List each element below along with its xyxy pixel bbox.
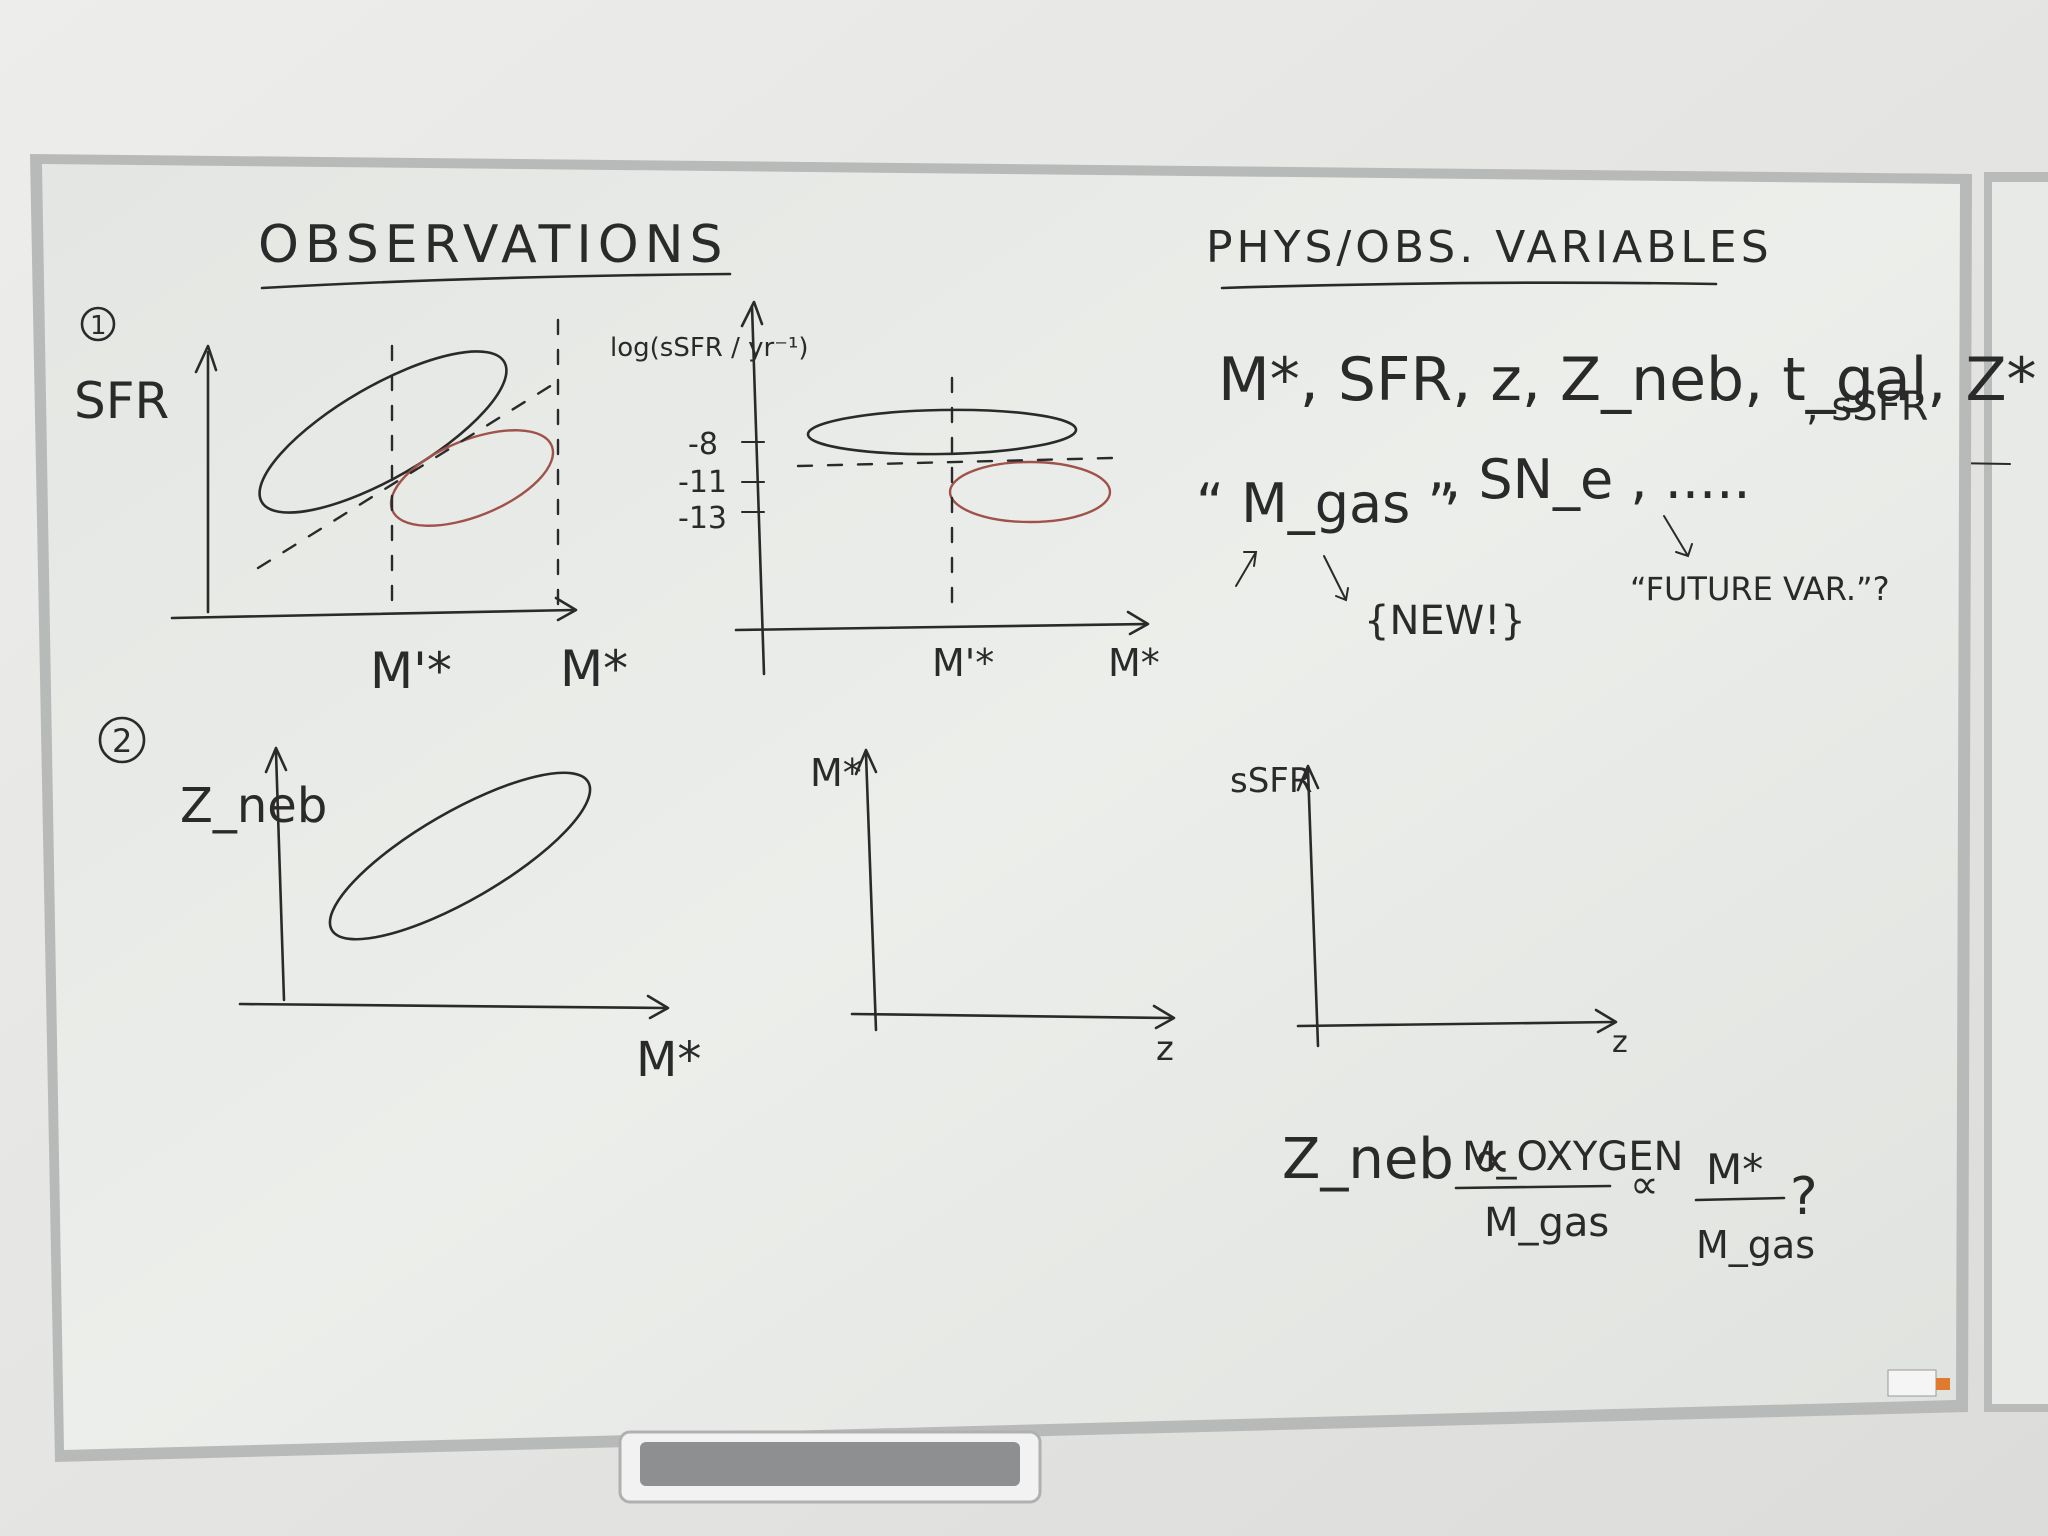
panel1-right-xlabel: M* xyxy=(1108,641,1160,685)
panel1-left-x-arrow xyxy=(554,596,578,622)
variables-sn: , SN_e , ..... xyxy=(1444,448,1751,511)
panel2-plot-b-x-axis xyxy=(850,1012,1174,1020)
panel1-right-tick-2: -11 xyxy=(678,465,727,500)
equation-frac2-den: M_gas xyxy=(1696,1223,1815,1267)
adjacent-board xyxy=(1992,182,2048,1404)
variables-future-label: “FUTURE VAR.”? xyxy=(1630,570,1890,608)
variables-future-arrow xyxy=(1663,515,1693,558)
equation-lhs: Z_neb ∝ xyxy=(1282,1127,1512,1192)
panel1-number-circle xyxy=(80,306,116,342)
panel1-left-y-arrow xyxy=(194,344,218,374)
panel2-plot-c: sSFR z xyxy=(1230,761,1628,1060)
heading-variables-underline xyxy=(1220,281,1718,290)
variables-m-gas-arrow-left xyxy=(1235,551,1258,587)
panel1-right-ylabel: log(sSFR / yr⁻¹) xyxy=(610,333,809,363)
panel1-right-hline xyxy=(796,456,1114,468)
panel1-right-tick-3: -13 xyxy=(678,501,727,536)
panel2-plot-c-y-axis xyxy=(1306,768,1320,1048)
panel1-right-x-axis xyxy=(734,622,1148,632)
panel2-plot-c-x-arrow xyxy=(1594,1008,1618,1034)
panel2-plot-b-y-axis xyxy=(864,752,878,1032)
variables-m-gas: “ M_gas ” xyxy=(1196,472,1455,535)
heading-phys-obs-variables: PHYS/OBS. VARIABLES xyxy=(1206,222,1773,273)
panel1-right-red-ellipse xyxy=(948,460,1112,524)
panel1-right-y-arrow xyxy=(740,300,764,328)
panel2-plot-a: Z_neb M* xyxy=(180,746,701,1088)
equation-frac2-num: M* xyxy=(1706,1145,1763,1194)
panel1-left-x-axis xyxy=(170,608,576,620)
panel2-plot-c-y-arrow xyxy=(1296,764,1320,792)
variables-m-gas-arrow-down xyxy=(1323,555,1349,602)
pen-tray-inner xyxy=(640,1442,1020,1486)
panel2-plot-a-y-axis xyxy=(274,750,286,1002)
panel2-plot-b-x-arrow xyxy=(1152,1004,1176,1030)
panel2-plot-c-xlabel: z xyxy=(1612,1025,1628,1060)
heading-observations: OBSERVATIONS xyxy=(258,215,729,275)
panel1-right-yticks xyxy=(741,441,765,513)
panel1-right-y-axis xyxy=(750,304,766,676)
panel2-plot-c-x-axis xyxy=(1296,1020,1616,1028)
equation-frac1-den: M_gas xyxy=(1484,1200,1609,1246)
panel1-right-xtick: M'* xyxy=(932,641,994,685)
panel2-plot-a-ellipse xyxy=(328,771,592,941)
panel1-left-ylabel: SFR xyxy=(74,372,169,430)
panel1-right-black-ellipse xyxy=(806,408,1078,456)
panel2-plot-a-x-arrow xyxy=(646,994,670,1020)
panel2-plot-b-ylabel: M* xyxy=(810,751,862,795)
panel1-right-x-arrow xyxy=(1126,610,1150,636)
panel1-left-xlabel: M* xyxy=(560,640,628,698)
equation-prop: ∝ xyxy=(1630,1162,1659,1208)
variables-line1: M*, SFR, z, Z_neb, t_gal, Z* xyxy=(1218,345,2037,415)
panel1-left-plot: SFR M'* M* xyxy=(74,318,628,700)
board-label-sticker xyxy=(1887,1369,1937,1397)
panel2-plot-a-xlabel: M* xyxy=(636,1032,701,1088)
equation-frac1-num: M_OXYGEN xyxy=(1462,1134,1683,1180)
equation: Z_neb ∝ M_OXYGEN M_gas ∝ M* M_gas ? xyxy=(1282,1127,1818,1267)
panel1-right-tick-1: -8 xyxy=(688,427,718,462)
panel1-left-black-ellipse xyxy=(258,350,508,514)
variables-line1-ssfr: , sSFR xyxy=(1806,384,1928,430)
panel2-plot-c-ylabel: sSFR xyxy=(1230,761,1312,801)
board-surface xyxy=(42,164,1960,1450)
board-label-orange xyxy=(1936,1378,1950,1390)
panel2-plot-a-ylabel: Z_neb xyxy=(180,778,327,834)
panel2-plot-a-y-arrow xyxy=(264,746,288,774)
panel2-plot-a-x-axis xyxy=(238,1002,668,1010)
panel1-left-xtick: M'* xyxy=(370,642,452,700)
equation-tail: ? xyxy=(1790,1167,1818,1227)
panel2-number-circle xyxy=(98,716,146,764)
panel2-plot-b-xlabel: z xyxy=(1156,1029,1174,1069)
panel1-right-plot: log(sSFR / yr⁻¹) -8 -11 -13 M'* M* xyxy=(610,300,1160,685)
panel2-plot-b: M* z xyxy=(810,748,1176,1069)
panel1-left-diagonal xyxy=(256,378,562,570)
panel2-plot-b-y-arrow xyxy=(854,748,878,776)
equation-frac2-bar xyxy=(1694,1196,1786,1202)
equation-frac1-bar xyxy=(1454,1184,1612,1190)
heading-observations-underline xyxy=(260,272,732,290)
variables-new-label: {NEW!} xyxy=(1364,598,1526,644)
panel2-number: 2 xyxy=(112,722,132,760)
panel1-number: 1 xyxy=(90,311,107,341)
